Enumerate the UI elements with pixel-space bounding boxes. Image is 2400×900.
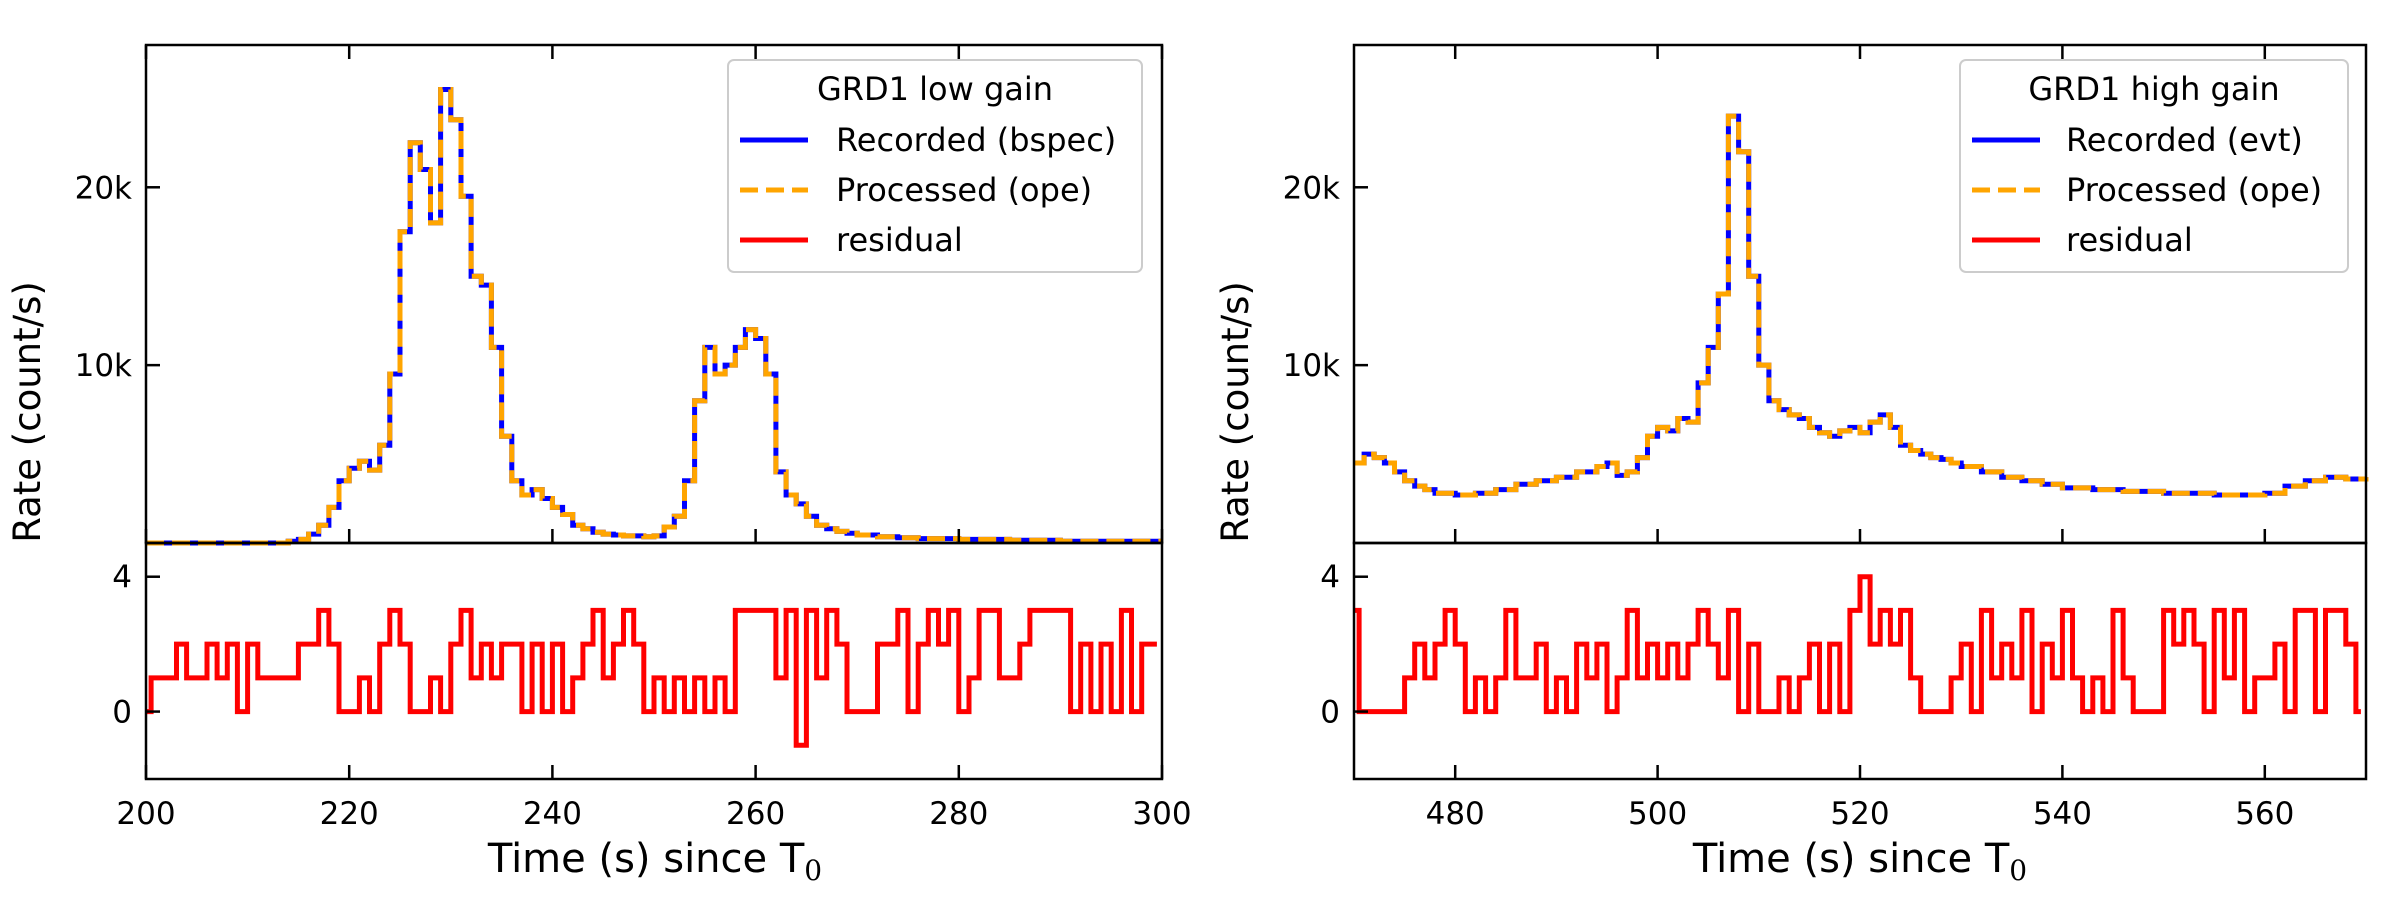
high-gain-xtick-label: 560 <box>2235 796 2294 832</box>
high-gain-xlabel-main: Time (s) since T <box>1692 836 2010 882</box>
low-gain-top-ytick-label: 20k <box>75 170 132 206</box>
high-gain-top-ytick-label: 10k <box>1283 348 1340 384</box>
low-gain-top-ytick-label: 10k <box>75 348 132 384</box>
low-gain-xlabel: Time (s) since T0 <box>487 836 822 887</box>
high-gain-bottom-ytick-label: 4 <box>1320 560 1340 596</box>
high-gain-legend-title: GRD1 high gain <box>2028 70 2279 108</box>
high-gain-ylabel: Rate (count/s) <box>1214 281 1257 543</box>
high-gain-bottom-ytick-label: 0 <box>1320 695 1340 731</box>
low-gain-legend-recorded-label: Recorded (bspec) <box>836 121 1116 159</box>
low-gain-legend: GRD1 low gain Recorded (bspec) Processed… <box>727 59 1143 273</box>
low-gain-xtick-label: 220 <box>320 796 379 832</box>
high-gain-tick-layer: 480 500 520 540 560 10k 20k 0 4 <box>1283 45 2294 832</box>
low-gain-bottom-ytick-label: 4 <box>112 560 132 596</box>
low-gain-xlabel-sub: 0 <box>804 854 822 887</box>
high-gain-legend-box <box>1959 59 2349 273</box>
low-gain-series-layer <box>146 87 1162 748</box>
low-gain-xtick-label: 240 <box>523 796 582 832</box>
high-gain-residual-line <box>1354 574 2361 715</box>
high-gain-xtick-label: 540 <box>2033 796 2092 832</box>
low-gain-legend-title: GRD1 low gain <box>817 70 1053 108</box>
low-gain-panel: 200 220 240 260 280 300 10k 20k 0 4 Rate (count/s… <box>6 43 1192 887</box>
low-gain-legend-residual-label: residual <box>836 221 963 259</box>
high-gain-xlabel-sub: 0 <box>2009 854 2027 887</box>
low-gain-xtick-label: 200 <box>116 796 175 832</box>
high-gain-xtick-label: 500 <box>1628 796 1687 832</box>
low-gain-ylabel: Rate (count/s) <box>6 281 49 543</box>
high-gain-xlabel: Time (s) since T0 <box>1692 836 2027 887</box>
low-gain-legend-processed-label: Processed (ope) <box>836 171 1092 209</box>
high-gain-legend-residual-label: residual <box>2066 221 2193 259</box>
high-gain-legend-processed-label: Processed (ope) <box>2066 171 2322 209</box>
high-gain-xtick-label: 480 <box>1426 796 1485 832</box>
low-gain-xlabel-main: Time (s) since T <box>487 836 805 882</box>
low-gain-bottom-ytick-label: 0 <box>112 695 132 731</box>
high-gain-top-ytick-label: 20k <box>1283 170 1340 206</box>
low-gain-series-processed-line <box>146 87 1162 546</box>
low-gain-xtick-label: 260 <box>726 796 785 832</box>
high-gain-panel: 480 500 520 540 560 10k 20k 0 4 Rate (count/s) T… <box>1214 43 2369 887</box>
low-gain-bottom-axes-frame <box>144 541 1164 781</box>
high-gain-series-processed-line <box>1354 113 2369 498</box>
high-gain-series-layer <box>1354 113 2369 715</box>
low-gain-xtick-label: 280 <box>929 796 988 832</box>
low-gain-legend-box <box>727 59 1143 273</box>
high-gain-xtick-label: 520 <box>1830 796 1889 832</box>
low-gain-residual-line <box>146 607 1157 748</box>
high-gain-legend: GRD1 high gain Recorded (evt) Processed … <box>1959 59 2349 273</box>
high-gain-legend-recorded-label: Recorded (evt) <box>2066 121 2303 159</box>
low-gain-xtick-label: 300 <box>1132 796 1191 832</box>
low-gain-tick-layer: 200 220 240 260 280 300 10k 20k 0 4 <box>75 45 1192 832</box>
